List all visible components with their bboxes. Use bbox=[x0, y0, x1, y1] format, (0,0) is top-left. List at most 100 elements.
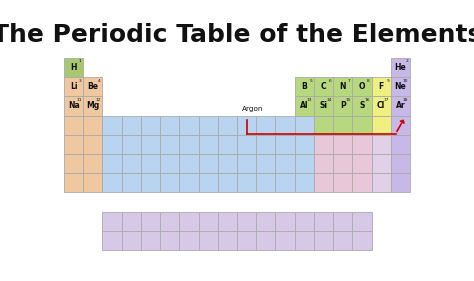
Bar bbox=[83, 77, 102, 96]
Text: 3: 3 bbox=[79, 79, 82, 83]
Bar bbox=[275, 173, 295, 192]
Bar bbox=[275, 135, 295, 154]
Text: 18: 18 bbox=[403, 98, 409, 102]
Bar bbox=[314, 115, 333, 135]
Text: 15: 15 bbox=[345, 98, 351, 102]
Bar bbox=[372, 115, 391, 135]
Bar bbox=[295, 212, 314, 231]
Text: Cl: Cl bbox=[377, 101, 385, 110]
Bar bbox=[122, 212, 141, 231]
Bar bbox=[141, 135, 160, 154]
Bar bbox=[218, 135, 237, 154]
Bar bbox=[333, 115, 352, 135]
Bar bbox=[275, 154, 295, 173]
Bar bbox=[333, 231, 352, 250]
Bar bbox=[333, 135, 352, 154]
Bar bbox=[179, 173, 199, 192]
Bar bbox=[295, 231, 314, 250]
Bar bbox=[83, 135, 102, 154]
Bar bbox=[141, 212, 160, 231]
Text: He: He bbox=[394, 63, 406, 72]
Text: 2: 2 bbox=[406, 59, 409, 64]
Bar bbox=[64, 154, 83, 173]
Bar bbox=[179, 115, 199, 135]
Bar bbox=[160, 212, 179, 231]
Bar bbox=[218, 231, 237, 250]
Bar bbox=[122, 115, 141, 135]
Text: The Periodic Table of the Elements: The Periodic Table of the Elements bbox=[0, 23, 474, 47]
Bar bbox=[391, 135, 410, 154]
Text: Si: Si bbox=[319, 101, 328, 110]
Bar bbox=[352, 173, 372, 192]
Bar bbox=[122, 231, 141, 250]
Bar bbox=[102, 135, 122, 154]
Bar bbox=[391, 58, 410, 77]
Text: P: P bbox=[340, 101, 346, 110]
Text: S: S bbox=[359, 101, 365, 110]
Text: 4: 4 bbox=[98, 79, 101, 83]
Bar bbox=[391, 96, 410, 115]
Bar bbox=[372, 77, 391, 96]
Bar bbox=[237, 212, 256, 231]
Bar bbox=[237, 154, 256, 173]
Bar bbox=[352, 77, 372, 96]
Bar bbox=[275, 115, 295, 135]
Bar bbox=[122, 135, 141, 154]
Bar bbox=[333, 154, 352, 173]
Bar bbox=[199, 154, 218, 173]
Bar bbox=[256, 115, 275, 135]
Bar bbox=[102, 212, 122, 231]
Text: 6: 6 bbox=[329, 79, 331, 83]
Bar bbox=[391, 154, 410, 173]
Bar bbox=[295, 135, 314, 154]
Bar bbox=[199, 135, 218, 154]
Text: Al: Al bbox=[300, 101, 309, 110]
Bar bbox=[372, 96, 391, 115]
Text: N: N bbox=[339, 82, 346, 91]
Bar bbox=[237, 135, 256, 154]
Bar bbox=[179, 231, 199, 250]
Bar bbox=[352, 115, 372, 135]
Text: 7: 7 bbox=[348, 79, 351, 83]
Bar bbox=[160, 231, 179, 250]
Bar bbox=[199, 173, 218, 192]
Text: Li: Li bbox=[70, 82, 77, 91]
Bar bbox=[295, 173, 314, 192]
Text: 8: 8 bbox=[367, 79, 370, 83]
Bar bbox=[141, 154, 160, 173]
Text: 5: 5 bbox=[310, 79, 312, 83]
Bar bbox=[179, 212, 199, 231]
Bar bbox=[160, 115, 179, 135]
Bar bbox=[179, 154, 199, 173]
Text: 13: 13 bbox=[307, 98, 312, 102]
Bar bbox=[160, 173, 179, 192]
Bar bbox=[64, 135, 83, 154]
Text: 17: 17 bbox=[383, 98, 389, 102]
Bar bbox=[352, 96, 372, 115]
Bar bbox=[314, 154, 333, 173]
Text: 11: 11 bbox=[76, 98, 82, 102]
Bar bbox=[314, 96, 333, 115]
Bar bbox=[199, 231, 218, 250]
Text: 12: 12 bbox=[95, 98, 101, 102]
Bar bbox=[64, 77, 83, 96]
Text: 10: 10 bbox=[403, 79, 409, 83]
Bar bbox=[333, 173, 352, 192]
Bar bbox=[122, 173, 141, 192]
Bar bbox=[199, 115, 218, 135]
Bar bbox=[102, 154, 122, 173]
Bar bbox=[179, 135, 199, 154]
Bar bbox=[391, 115, 410, 135]
Bar bbox=[295, 96, 314, 115]
Bar bbox=[237, 231, 256, 250]
Bar bbox=[372, 135, 391, 154]
Text: H: H bbox=[71, 63, 77, 72]
Bar bbox=[295, 77, 314, 96]
Text: 16: 16 bbox=[365, 98, 370, 102]
Bar bbox=[352, 135, 372, 154]
Bar bbox=[102, 173, 122, 192]
Bar bbox=[64, 58, 83, 77]
Bar bbox=[218, 115, 237, 135]
Bar bbox=[199, 212, 218, 231]
Bar bbox=[102, 231, 122, 250]
